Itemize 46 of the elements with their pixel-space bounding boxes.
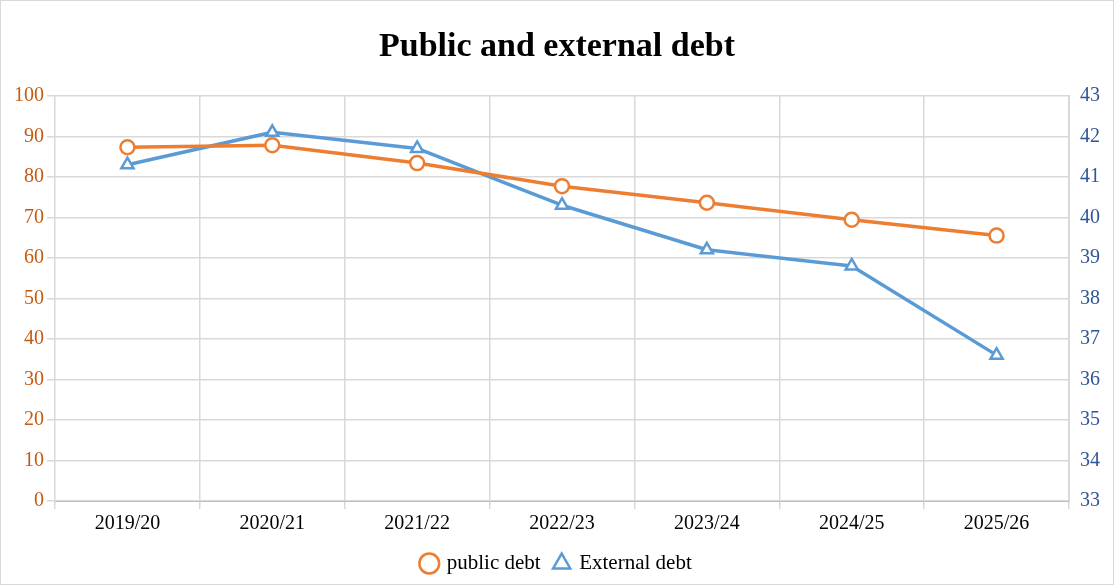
y-tick-label: 10 [24,447,44,470]
point [843,211,860,229]
y2-tick-label: 34 [1080,447,1100,470]
y2-tick-label: 40 [1080,204,1100,227]
y2-tick-label: 37 [1080,326,1100,349]
point [699,241,715,255]
point [989,346,1004,360]
point [119,139,136,156]
legend-label: External debt [579,550,692,575]
x-tick-label: 2021/22 [384,511,450,534]
point [553,177,571,195]
point [988,227,1005,244]
y2-tick-label: 41 [1080,164,1100,187]
y2-tick-label: 39 [1080,245,1100,268]
y-tick-label: 20 [24,407,44,430]
point [264,124,280,138]
y-tick-label: 40 [24,326,44,349]
point [264,136,281,154]
x-tick-label: 2024/25 [818,511,885,534]
y-tick-label: 50 [24,285,44,308]
y-tick-label: 60 [24,245,44,268]
x-tick-label: 2019/20 [94,511,161,534]
point [120,156,135,170]
point [698,194,716,212]
y-tick-label: 70 [24,204,44,227]
y-tick-label: 100 [14,83,44,106]
x-tick-label: 2023/24 [674,511,740,534]
x-tick-label: 2020/21 [239,511,306,534]
point [409,140,425,154]
y2-tick-label: 38 [1080,285,1100,308]
point [844,257,860,271]
y-tick-label: 90 [24,123,44,146]
y2-tick-label: 33 [1080,488,1100,511]
point [408,154,426,172]
legend-label: public debt [446,550,541,575]
y2-tick-label: 42 [1080,123,1100,146]
chart-title: Public and external debt [378,26,736,64]
y2-tick-label: 43 [1080,83,1100,106]
point [554,196,570,210]
y-tick-label: 80 [24,164,44,187]
y2-tick-label: 35 [1080,407,1100,430]
y-tick-label: 30 [24,366,44,389]
x-tick-label: 2025/26 [963,511,1030,534]
y-tick-label: 0 [34,488,44,511]
y2-tick-label: 36 [1080,366,1100,389]
x-tick-label: 2022/23 [529,511,595,534]
